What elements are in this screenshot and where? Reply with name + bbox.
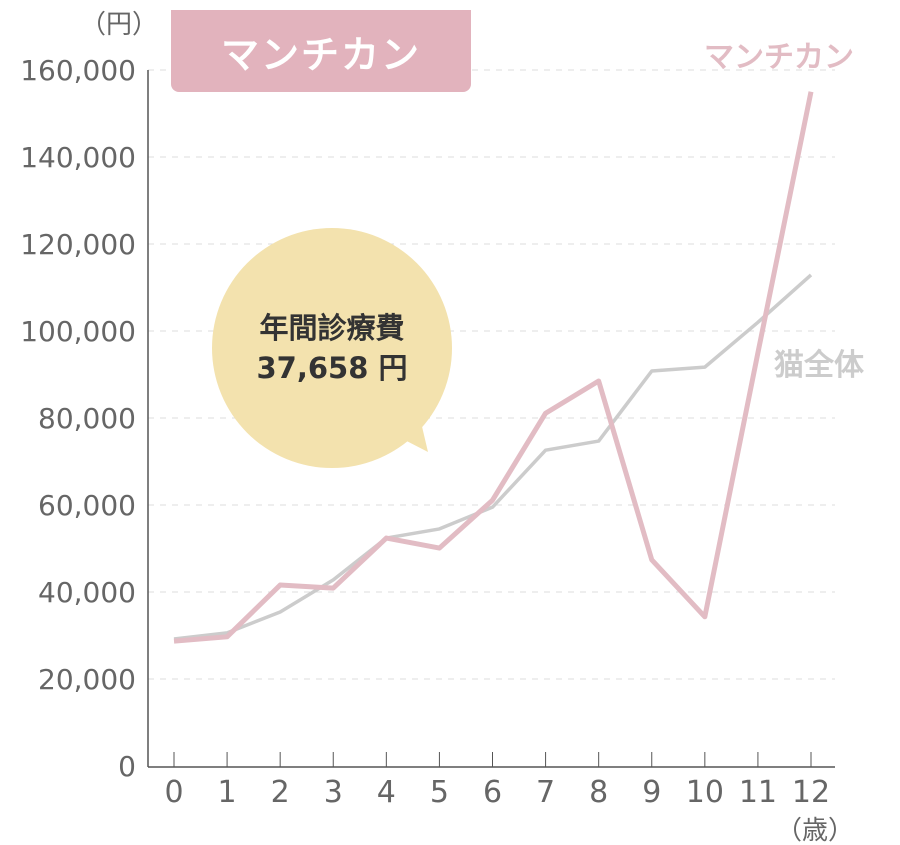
y-tick-label: 20,000 xyxy=(38,663,136,696)
x-tick-label: 0 xyxy=(164,775,183,810)
breed-title-badge: マンチカン xyxy=(171,10,471,92)
legend-breed: マンチカン xyxy=(704,40,854,75)
x-tick-label: 9 xyxy=(642,775,661,810)
annual-cost-value: 37,658 円 xyxy=(256,351,408,385)
y-tick-label: 160,000 xyxy=(20,54,136,87)
y-tick-label: 100,000 xyxy=(20,315,136,348)
annual-cost-label: 年間診療費 xyxy=(259,311,405,345)
x-tick-label: 8 xyxy=(589,775,608,810)
x-unit-label: （歳） xyxy=(776,816,855,845)
x-tick-label: 10 xyxy=(686,775,724,810)
legend-all-cats: 猫全体 xyxy=(774,348,864,383)
x-tick-label: 12 xyxy=(792,775,830,810)
y-tick-label: 140,000 xyxy=(20,141,136,174)
x-tick-label: 7 xyxy=(536,775,555,810)
x-tick-label: 3 xyxy=(324,775,343,810)
y-tick-label: 120,000 xyxy=(20,228,136,261)
x-tick-label: 11 xyxy=(739,775,777,810)
series-line-breed xyxy=(173,91,814,644)
y-unit-label: （円） xyxy=(80,10,159,40)
x-tick-label: 5 xyxy=(430,775,449,810)
y-tick-label: 80,000 xyxy=(38,402,136,435)
y-tick-label: 60,000 xyxy=(38,489,136,522)
x-tick-label: 4 xyxy=(377,775,396,810)
annual-cost-bubble: 年間診療費 37,658 円 xyxy=(212,228,452,468)
x-tick-label: 2 xyxy=(271,775,290,810)
y-tick-label: 40,000 xyxy=(38,576,136,609)
series-line-all-cats xyxy=(173,273,813,641)
x-tick-label: 1 xyxy=(218,775,237,810)
y-tick-label: 0 xyxy=(118,750,136,783)
x-tick-label: 6 xyxy=(483,775,502,810)
